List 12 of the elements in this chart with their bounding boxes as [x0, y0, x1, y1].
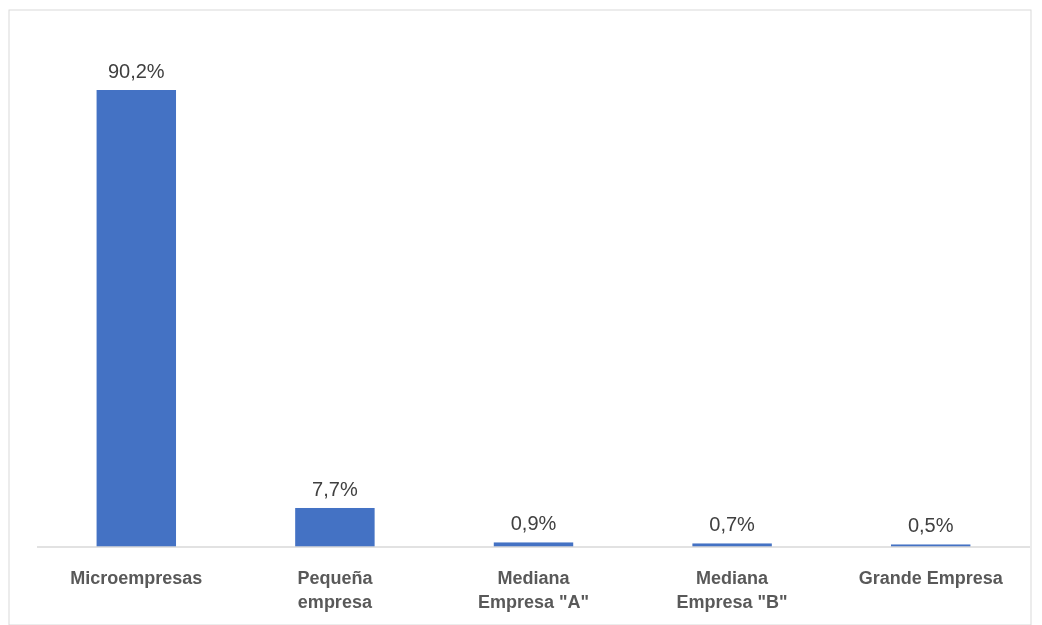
- bar: [96, 90, 177, 547]
- x-tick-label: Pequeña empresa: [297, 568, 374, 612]
- data-label: 0,5%: [907, 514, 954, 537]
- x-tick-label: Mediana Empresa "B": [676, 568, 788, 612]
- x-tick-label: Grande Empresa: [858, 568, 1004, 588]
- x-tick-label: Microempresas: [70, 568, 203, 588]
- data-label: 0,7%: [709, 513, 756, 536]
- bar: [295, 507, 375, 547]
- data-label: 90,2%: [107, 60, 165, 82]
- data-label: 0,9%: [510, 512, 557, 535]
- data-label: 7,7%: [312, 477, 358, 500]
- x-tick-label: Mediana Empresa "A": [477, 568, 590, 612]
